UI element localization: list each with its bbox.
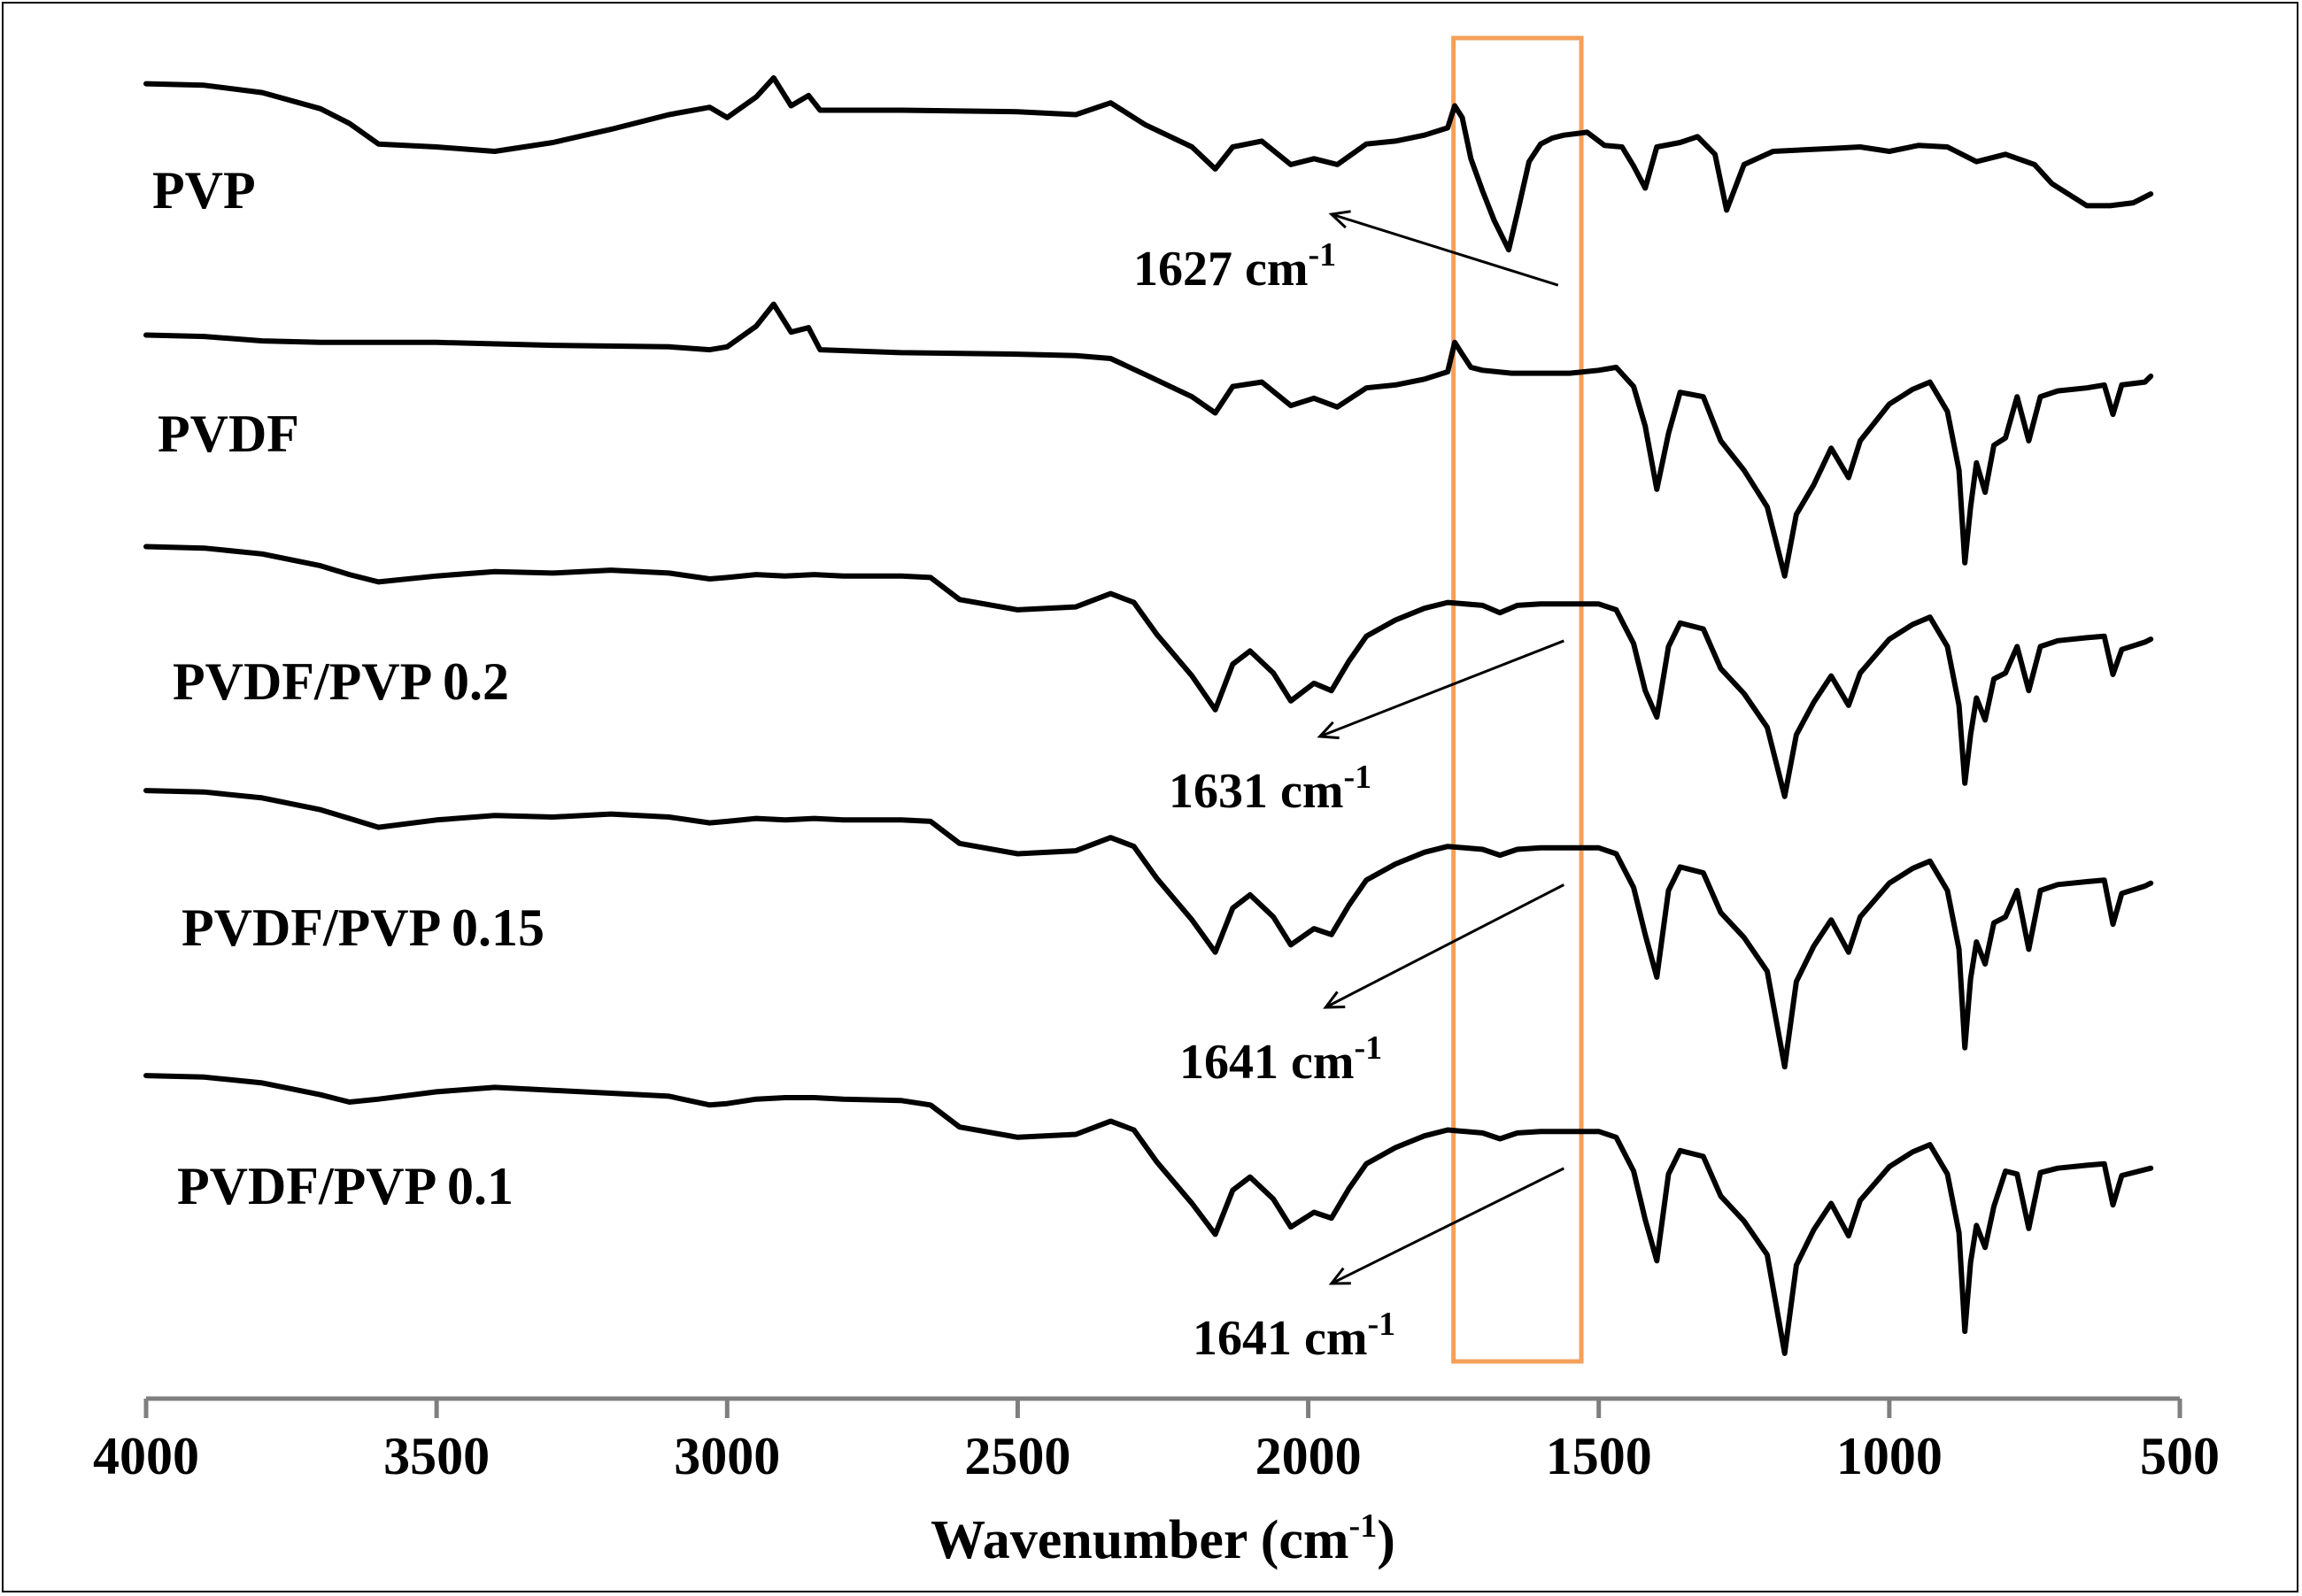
x-axis-title: Wavenumber (cm-1) bbox=[931, 1507, 1395, 1570]
spectrum-line-2 bbox=[143, 301, 2154, 579]
annotation-arrowhead-1 bbox=[1328, 210, 1351, 229]
spectrum-line-1 bbox=[143, 75, 2154, 253]
annotation-arrow-2 bbox=[1319, 639, 1564, 738]
annotation-arrowhead-2 bbox=[1317, 721, 1340, 740]
annotation-arrowhead-3 bbox=[1323, 991, 1346, 1009]
spectrum-line-5 bbox=[143, 1073, 2154, 1356]
x-axis: 4000 3500 3000 2500 2000 1500 1000 500 Wavenumbe… bbox=[93, 1396, 2220, 1570]
highlight-layer bbox=[1451, 35, 1584, 1364]
annotation-arrow-3 bbox=[1325, 883, 1565, 1009]
series-label-1: PVP bbox=[152, 161, 256, 220]
series-label-3: PVDF/PVP 0.2 bbox=[173, 652, 509, 711]
annotation-arrow-4 bbox=[1331, 1167, 1565, 1285]
series-label-4: PVDF/PVP 0.15 bbox=[182, 898, 545, 957]
x-tick-label-4000: 4000 bbox=[93, 1427, 199, 1485]
peak-annotation-4: 1641 cm-1 bbox=[1193, 1306, 1395, 1366]
spectrum-line-3 bbox=[143, 544, 2154, 799]
peak-annotation-2: 1631 cm-1 bbox=[1169, 759, 1371, 819]
x-tick-label-2500: 2500 bbox=[964, 1427, 1070, 1485]
spectrum-line-4 bbox=[143, 788, 2154, 1070]
annotations-layer: 1627 cm-1 1631 cm-1 1641 cm-1 1641 cm-1 bbox=[1133, 210, 1565, 1366]
annotation-arrowhead-4 bbox=[1328, 1267, 1351, 1285]
x-tick-label-3000: 3000 bbox=[674, 1427, 780, 1485]
series-labels-layer: PVP PVDF PVDF/PVP 0.2 PVDF/PVP 0.15 PVDF/PVP… bbox=[152, 161, 545, 1215]
x-tick-label-1500: 1500 bbox=[1546, 1427, 1652, 1485]
x-tick-label-500: 500 bbox=[2140, 1427, 2220, 1485]
x-tick-label-3500: 3500 bbox=[383, 1427, 490, 1485]
x-tick-label-1000: 1000 bbox=[1836, 1427, 1943, 1485]
spectra-layer bbox=[143, 75, 2154, 1356]
series-label-5: PVDF/PVP 0.1 bbox=[177, 1157, 514, 1215]
peak-annotation-3: 1641 cm-1 bbox=[1179, 1029, 1382, 1090]
series-label-2: PVDF bbox=[158, 405, 299, 463]
x-tick-label-2000: 2000 bbox=[1255, 1427, 1362, 1485]
annotation-arrow-1 bbox=[1331, 212, 1559, 287]
peak-annotation-1: 1627 cm-1 bbox=[1133, 236, 1336, 297]
highlight-box bbox=[1451, 35, 1584, 1364]
